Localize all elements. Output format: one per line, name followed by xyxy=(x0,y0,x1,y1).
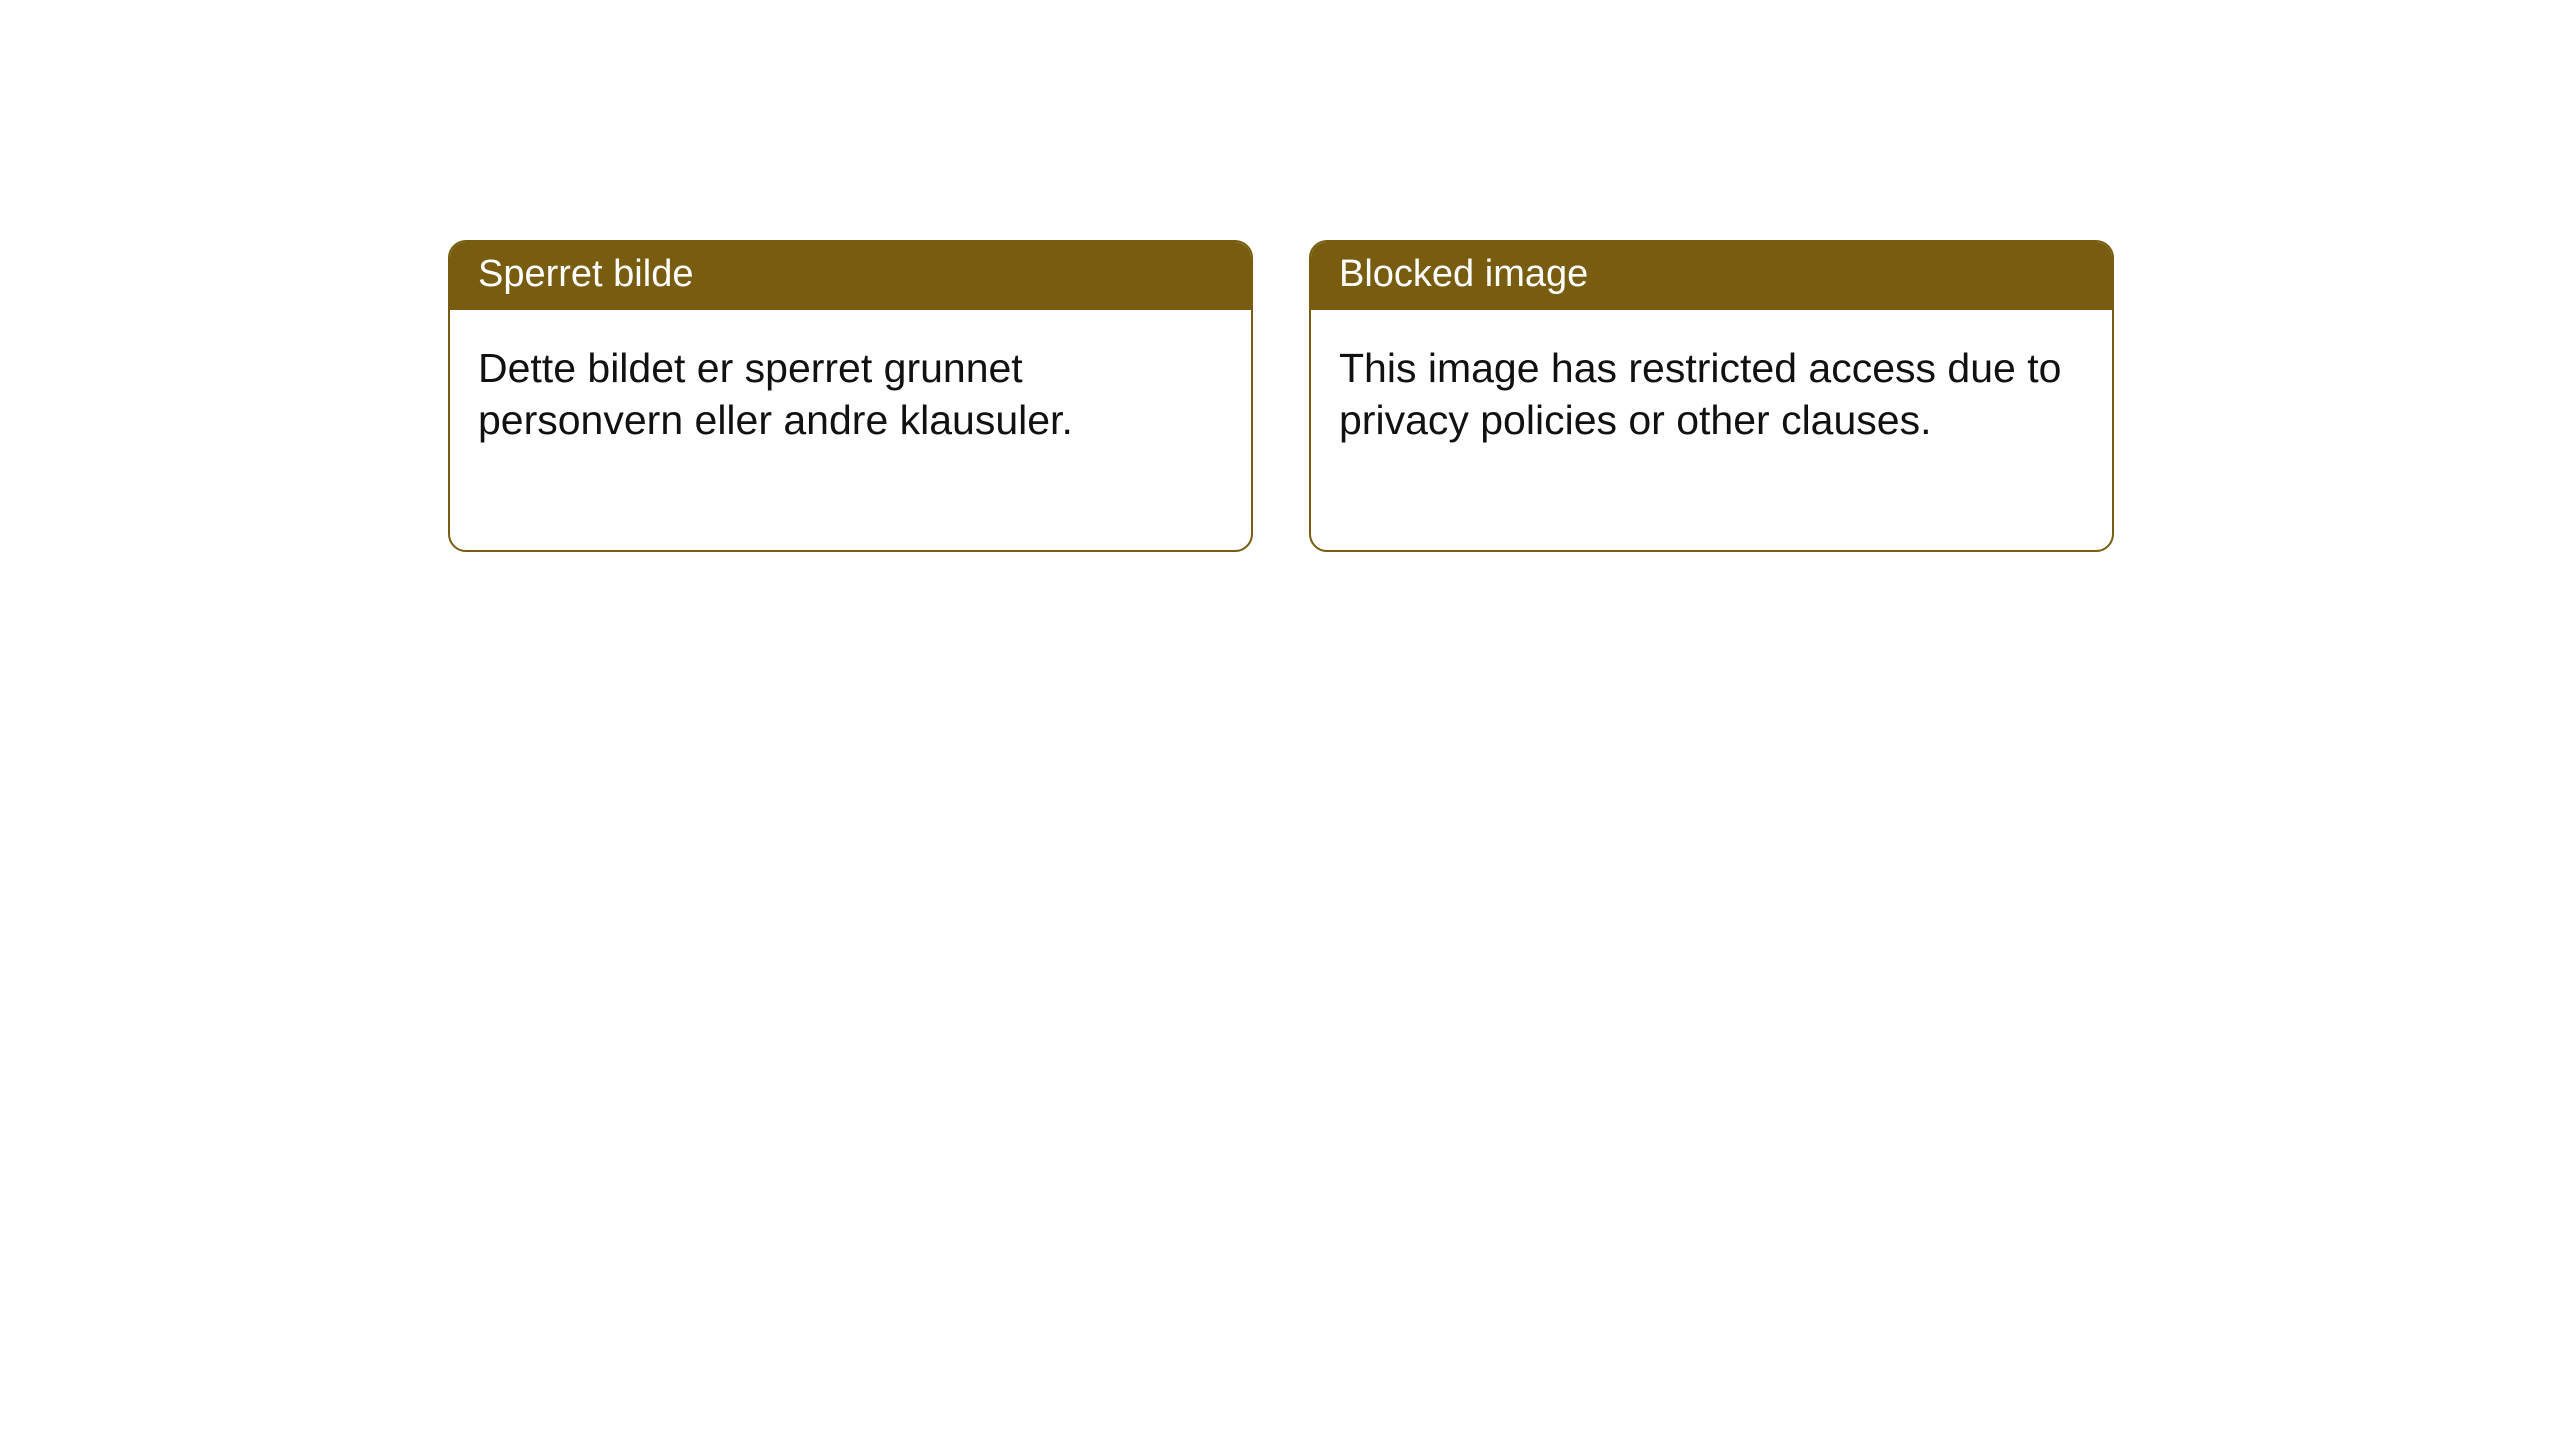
notice-body-en: This image has restricted access due to … xyxy=(1311,310,2112,550)
notice-box-en: Blocked image This image has restricted … xyxy=(1309,240,2114,552)
notice-header-no: Sperret bilde xyxy=(450,242,1251,310)
notice-header-en: Blocked image xyxy=(1311,242,2112,310)
notice-box-no: Sperret bilde Dette bildet er sperret gr… xyxy=(448,240,1253,552)
notice-body-no: Dette bildet er sperret grunnet personve… xyxy=(450,310,1251,550)
notice-container: Sperret bilde Dette bildet er sperret gr… xyxy=(448,240,2114,552)
